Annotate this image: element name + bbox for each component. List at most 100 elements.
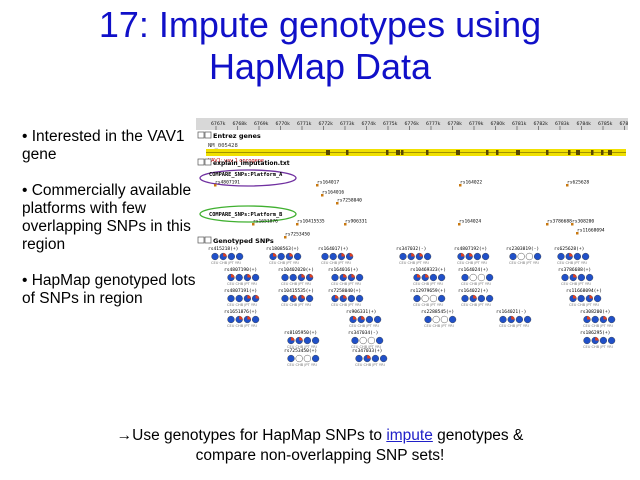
genotyped-snp-label: rs164022(+) (458, 288, 488, 294)
genotype-pie (534, 252, 542, 261)
genotype-pie-slice (341, 253, 345, 257)
genotyped-snp-label: rs347034(-) (348, 330, 378, 336)
genotype-pie-slice (293, 295, 297, 299)
genotype-pie (582, 252, 590, 261)
snp-label: rs906331 (345, 219, 367, 225)
slide-title-line2: HapMap Data (208, 46, 432, 87)
snp-marker (284, 236, 287, 239)
genotype-pie-slice (589, 295, 593, 299)
genotype-pie-slice (411, 253, 415, 257)
genotype-pie (293, 252, 302, 261)
genotyped-snp-label: rs1808563(+) (266, 246, 299, 252)
genotype-pie (359, 336, 367, 345)
genotype-pie (305, 294, 314, 303)
ruler-tick-label: 6768k (233, 121, 248, 127)
genotyped-snp-label: rs10469323(+) (410, 267, 446, 273)
population-label: CEU CHB JPT YRI (321, 261, 351, 265)
population-label: CEU CHB JPT YRI (557, 261, 587, 265)
genotype-pie (477, 294, 486, 303)
genotype-pie-slice (291, 337, 295, 341)
snp-label: rs164022 (460, 180, 482, 186)
genotyped-snp-label: rs625628(+) (554, 246, 584, 252)
genotype-pie (355, 354, 363, 363)
snp-marker (296, 223, 299, 226)
genotype-pie (380, 354, 388, 363)
population-label: CEU CHB JPT YRI (461, 282, 491, 286)
snp-marker (344, 223, 347, 226)
gene-exon (591, 150, 594, 155)
genotype-pie (424, 315, 432, 324)
genotype-pie-slice (351, 274, 355, 278)
genotype-pie (449, 315, 457, 324)
population-label: CEU CHB JPT YRI (331, 303, 361, 307)
genotype-pie (376, 336, 384, 345)
genotype-pie (413, 294, 421, 303)
genotype-pie (235, 252, 244, 261)
snp-marker (576, 232, 579, 235)
platform-a-snps: rs4807191 rs164017 rs164016 rs7258040 rs1640… (214, 180, 589, 205)
snp-marker (214, 184, 217, 187)
genotype-pie-slice (299, 337, 303, 341)
population-label: CEU CHB JPT YRI (351, 345, 381, 349)
genotype-pie (608, 336, 616, 345)
collapse-toggle-icon[interactable] (197, 131, 205, 139)
genotyped-snp-label: rs7253450(+) (284, 348, 317, 354)
genotype-pie (499, 315, 507, 324)
population-label: CEU CHB JPT YRI (287, 363, 317, 367)
genotyped-snp-label: rs164016(+) (328, 267, 358, 273)
ruler-tick-label: 6772k (319, 121, 334, 127)
population-label: CEU CHB JPT YRI (561, 282, 591, 286)
configure-track-icon[interactable] (204, 236, 212, 244)
genotyped-snp-label: rs164021(-) (496, 309, 526, 315)
snp-marker (336, 202, 339, 205)
genotype-pie-slice (247, 295, 251, 299)
track-label-entrez: Entrez genes (213, 132, 261, 140)
gene-exon (486, 150, 489, 155)
genotyped-snp-label: rs1651876(+) (224, 309, 257, 315)
snp-label: rs164024 (459, 219, 481, 225)
ruler-tick-label: 6769k (254, 121, 269, 127)
genotype-pie-slice (587, 316, 591, 320)
genotype-pie (469, 273, 477, 282)
genotype-pie (235, 294, 243, 303)
genotyped-snp-label: rs10415535(+) (278, 288, 314, 294)
configure-track-icon[interactable] (204, 158, 212, 166)
genotype-pie (482, 252, 490, 261)
genotyped-snp-label: rs347033(+) (352, 348, 382, 354)
genotyped-snp-label: rs2303819(-) (506, 246, 539, 252)
population-label: CEU CHB JPT YRI (211, 261, 241, 265)
population-label: CEU CHB JPT YRI (281, 282, 311, 286)
ruler-ticks: 6767k 6768k 6769k 6770k 6771k 6772k 6773k 6774k… (211, 121, 628, 130)
impute-link[interactable]: impute (386, 427, 433, 444)
footer-note: →Use genotypes for HapMap SNPs to impute… (0, 426, 640, 466)
snp-label: rs3786688 (547, 219, 572, 225)
genotype-pie (486, 273, 494, 282)
snp-marker (546, 223, 549, 226)
gene-exon (576, 150, 580, 155)
genotype-pie (591, 315, 599, 324)
snp-marker (566, 184, 569, 187)
genotype-pie-slice (255, 295, 259, 299)
population-label: CEU CHB JPT YRI (227, 324, 257, 328)
genotyped-snp-label: rs308200(+) (580, 309, 610, 315)
genotype-pie (586, 273, 594, 282)
genotype-pie-slice (309, 274, 313, 278)
genome-browser-canvas: 6767k 6768k 6769k 6770k 6771k 6772k 6773k 6774k… (196, 118, 628, 367)
collapse-toggle-icon[interactable] (197, 236, 205, 244)
collapse-toggle-icon[interactable] (197, 158, 205, 166)
genotype-pie (461, 294, 469, 303)
genotype-pie-slice (511, 316, 515, 320)
gene-exon (401, 150, 404, 155)
genotype-pie (303, 336, 312, 345)
genotype-pie (515, 315, 524, 324)
genotype-pie (524, 315, 532, 324)
configure-track-icon[interactable] (204, 131, 212, 139)
genotype-pie-slice (223, 253, 227, 257)
genotype-pie (374, 315, 382, 324)
ruler-tick-label: 6774k (362, 121, 377, 127)
snp-label: rs625628 (567, 180, 589, 186)
genotype-pie (251, 273, 260, 282)
genotype-pie (227, 315, 235, 324)
ruler-tick-label: 6771k (297, 121, 312, 127)
population-label: CEU CHB JPT YRI (457, 261, 487, 265)
